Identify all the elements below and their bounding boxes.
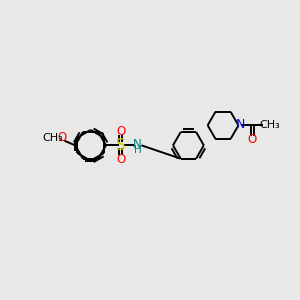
Text: S: S: [116, 138, 125, 153]
Text: CH₃: CH₃: [43, 133, 63, 142]
Text: N: N: [133, 138, 142, 151]
Text: O: O: [248, 134, 257, 146]
Text: CH₃: CH₃: [259, 120, 280, 130]
Text: O: O: [58, 131, 67, 144]
Text: O: O: [116, 125, 125, 138]
Text: N: N: [236, 118, 245, 131]
Text: O: O: [116, 153, 125, 166]
Text: H: H: [134, 145, 142, 155]
